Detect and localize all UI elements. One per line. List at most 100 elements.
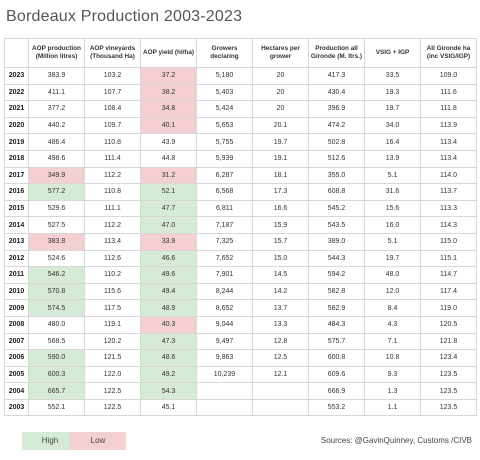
cell-hectares-per-grower: 20 [252, 83, 309, 102]
cell-aop-vineyards: 108.4 [84, 100, 141, 118]
cell-growers-declaring: 7,901 [196, 266, 253, 284]
cell-year: 2016 [4, 183, 29, 201]
cell-aop-vineyards: 110.2 [84, 266, 141, 284]
cell-hectares-per-grower: 18.1 [252, 166, 309, 185]
cell-aop-production: 529.6 [28, 199, 85, 218]
cell-hectares-per-grower: 13.3 [252, 315, 309, 334]
cell-production-all-gironde: 543.5 [308, 216, 365, 234]
cell-aop-yield: 49.4 [140, 282, 197, 301]
cell-all-gironde-ha: 120.5 [420, 315, 477, 334]
cell-vsig-igp: 15.6 [364, 199, 421, 218]
cell-hectares-per-grower: 20 [252, 67, 309, 85]
table-row: 2022 411.1 107.7 38.2 5,403 20 430.4 19.3 111.6 [4, 83, 477, 102]
cell-aop-vineyards: 122.0 [84, 365, 141, 384]
cell-growers-declaring [196, 398, 253, 417]
cell-growers-declaring [196, 382, 253, 400]
cell-hectares-per-grower: 19.1 [252, 149, 309, 168]
cell-aop-vineyards: 115.6 [84, 282, 141, 301]
cell-vsig-igp: 19.7 [364, 249, 421, 268]
table-row: 2008 480.0 119.1 40.3 9,044 13.3 484.3 4.3 120.5 [4, 315, 477, 334]
source-note: Sources: @GavinQuinney, Customs /CIVB [320, 436, 472, 445]
cell-all-gironde-ha: 123.5 [420, 382, 477, 400]
cell-production-all-gironde: 582.9 [308, 299, 365, 317]
cell-aop-yield: 52.1 [140, 183, 197, 201]
cell-production-all-gironde: 502.8 [308, 133, 365, 151]
cell-aop-yield: 37.2 [140, 67, 197, 85]
header-vsig-igp: VSIG + IGP [364, 38, 421, 68]
cell-growers-declaring: 5,424 [196, 100, 253, 118]
cell-vsig-igp: 1.3 [364, 382, 421, 400]
cell-production-all-gironde: 545.2 [308, 199, 365, 218]
cell-year: 2011 [4, 266, 29, 284]
cell-production-all-gironde: 666.9 [308, 382, 365, 400]
cell-hectares-per-grower: 15.9 [252, 216, 309, 234]
cell-all-gironde-ha: 123.5 [420, 365, 477, 384]
cell-year: 2017 [4, 166, 29, 185]
cell-growers-declaring: 9,044 [196, 315, 253, 334]
cell-hectares-per-grower: 12.8 [252, 332, 309, 351]
table-row: 2005 600.3 122.0 49.2 10,239 12.1 609.6 9.3 123.… [4, 365, 477, 384]
table-row: 2015 529.6 111.1 47.7 6,811 16.6 545.2 15.6 113.… [4, 199, 477, 218]
cell-year: 2015 [4, 199, 29, 218]
cell-aop-yield: 54.3 [140, 382, 197, 400]
cell-aop-production: 524.6 [28, 249, 85, 268]
cell-aop-vineyards: 122.5 [84, 398, 141, 417]
legend-low: Low [70, 432, 126, 450]
header-year [4, 38, 29, 68]
table-row: 2014 527.5 112.2 47.0 7,187 15.9 543.5 16.0 114.… [4, 216, 477, 234]
cell-aop-vineyards: 109.7 [84, 116, 141, 135]
cell-aop-vineyards: 119.1 [84, 315, 141, 334]
cell-production-all-gironde: 474.2 [308, 116, 365, 135]
cell-vsig-igp: 10.8 [364, 349, 421, 367]
cell-aop-yield: 34.8 [140, 100, 197, 118]
cell-aop-vineyards: 113.4 [84, 232, 141, 251]
table-header-row: AOP production (Million litres) AOP vine… [4, 38, 477, 68]
cell-year: 2014 [4, 216, 29, 234]
cell-production-all-gironde: 608.8 [308, 183, 365, 201]
cell-growers-declaring: 9,497 [196, 332, 253, 351]
cell-aop-vineyards: 121.5 [84, 349, 141, 367]
cell-year: 2019 [4, 133, 29, 151]
cell-aop-vineyards: 117.5 [84, 299, 141, 317]
cell-year: 2020 [4, 116, 29, 135]
cell-year: 2013 [4, 232, 29, 251]
cell-all-gironde-ha: 121.8 [420, 332, 477, 351]
cell-vsig-igp: 9.3 [364, 365, 421, 384]
table-row: 2016 577.2 110.8 52.1 6,568 17.3 608.8 31.6 113.… [4, 183, 477, 201]
cell-year: 2010 [4, 282, 29, 301]
cell-aop-production: 486.4 [28, 133, 85, 151]
cell-growers-declaring: 10,239 [196, 365, 253, 384]
cell-aop-production: 383.9 [28, 67, 85, 85]
cell-hectares-per-grower: 13.7 [252, 299, 309, 317]
cell-growers-declaring: 9,863 [196, 349, 253, 367]
cell-aop-vineyards: 122.5 [84, 382, 141, 400]
cell-hectares-per-grower: 12.5 [252, 349, 309, 367]
cell-growers-declaring: 5,653 [196, 116, 253, 135]
table-row: 2011 546.2 110.2 49.6 7,901 14.5 594.2 48.0 114.… [4, 266, 477, 284]
cell-all-gironde-ha: 113.7 [420, 183, 477, 201]
cell-year: 2023 [4, 67, 29, 85]
cell-year: 2003 [4, 398, 29, 417]
cell-hectares-per-grower: 20.1 [252, 116, 309, 135]
cell-growers-declaring: 5,939 [196, 149, 253, 168]
cell-aop-vineyards: 107.7 [84, 83, 141, 102]
cell-aop-vineyards: 112.6 [84, 249, 141, 268]
cell-vsig-igp: 48.0 [364, 266, 421, 284]
cell-aop-yield: 47.0 [140, 216, 197, 234]
cell-year: 2004 [4, 382, 29, 400]
header-hectares-per-grower: Hectares per grower [252, 38, 309, 68]
cell-aop-vineyards: 120.2 [84, 332, 141, 351]
cell-aop-production: 411.1 [28, 83, 85, 102]
cell-growers-declaring: 7,325 [196, 232, 253, 251]
cell-year: 2012 [4, 249, 29, 268]
cell-vsig-igp: 1.1 [364, 398, 421, 417]
cell-aop-vineyards: 112.2 [84, 216, 141, 234]
cell-aop-production: 665.7 [28, 382, 85, 400]
cell-growers-declaring: 5,755 [196, 133, 253, 151]
cell-aop-production: 527.5 [28, 216, 85, 234]
cell-production-all-gironde: 600.8 [308, 349, 365, 367]
cell-year: 2006 [4, 349, 29, 367]
table-row: 2007 568.5 120.2 47.3 9,497 12.8 575.7 7.1 121.8 [4, 332, 477, 351]
cell-hectares-per-grower: 12.1 [252, 365, 309, 384]
cell-production-all-gironde: 553.2 [308, 398, 365, 417]
